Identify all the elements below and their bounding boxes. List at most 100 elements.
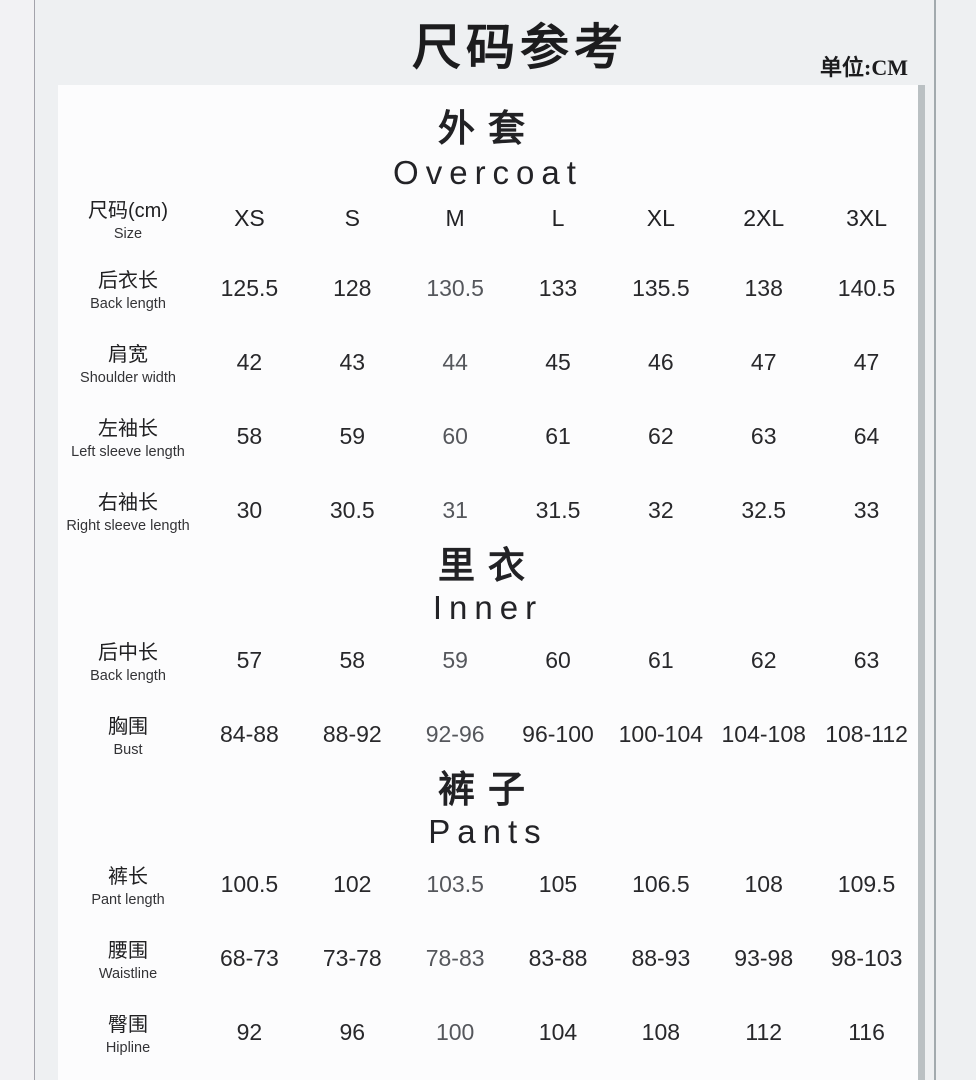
size-value: 59 <box>339 422 366 449</box>
size-value: 58 <box>339 646 366 673</box>
section-title-en: Inner <box>432 589 544 626</box>
size-value: 108-112 <box>825 720 908 747</box>
row-label: 臀围 Hipline <box>58 1008 198 1056</box>
size-value: 93-98 <box>734 944 794 971</box>
size-value: 103.5 <box>426 870 484 897</box>
table-row-pant-length: 裤长 Pant length 100.5 102 103.5 105 106.5… <box>58 847 918 921</box>
size-value: 128 <box>333 274 372 301</box>
size-column-header: S <box>344 204 360 231</box>
size-value: 43 <box>339 348 366 375</box>
size-column-header: M <box>445 204 465 231</box>
size-value: 57 <box>236 646 263 673</box>
row-label-zh: 后衣长 <box>98 270 158 292</box>
size-value: 58 <box>236 422 263 449</box>
section-title-en: Pants <box>428 813 548 850</box>
size-value: 116 <box>848 1018 885 1045</box>
size-value: 63 <box>853 646 880 673</box>
size-value: 88-93 <box>631 944 691 971</box>
size-value: 60 <box>545 646 571 673</box>
size-column-header: 3XL <box>846 204 888 231</box>
size-value: 84-88 <box>220 720 279 747</box>
row-label: 右袖长 Right sleeve length <box>58 486 198 534</box>
size-value: 88-92 <box>322 720 382 747</box>
size-value: 130.5 <box>426 274 484 301</box>
size-value: 96-100 <box>522 720 594 747</box>
row-label: 后中长 Back length <box>58 636 198 684</box>
row-label-zh: 臀围 <box>108 1014 148 1036</box>
size-value: 32.5 <box>741 496 787 523</box>
table-row-right-sleeve: 右袖长 Right sleeve length 30 30.5 31 31.5 … <box>58 473 918 547</box>
right-page-divider <box>934 0 936 1080</box>
row-label-zh: 腰围 <box>108 940 148 962</box>
size-value: 125.5 <box>220 274 279 301</box>
row-label-en: Back length <box>90 668 166 684</box>
size-column-header: L <box>551 204 565 231</box>
size-value: 104-108 <box>721 720 806 747</box>
row-label-zh: 肩宽 <box>108 344 148 366</box>
row-label-zh: 裤长 <box>108 866 148 888</box>
size-header-label-en: Size <box>113 226 143 242</box>
row-label-zh: 后中长 <box>98 642 158 664</box>
size-value: 133 <box>538 274 578 301</box>
size-value: 109.5 <box>837 870 896 897</box>
row-label: 腰围 Waistline <box>58 934 198 982</box>
size-value: 32 <box>648 496 674 523</box>
size-value: 60 <box>442 422 468 449</box>
size-value: 30.5 <box>329 496 375 523</box>
row-label-en: Hipline <box>105 1040 151 1056</box>
left-page-divider <box>34 0 35 1080</box>
size-value: 47 <box>853 348 880 375</box>
row-label-zh: 右袖长 <box>98 492 158 514</box>
row-label-zh: 左袖长 <box>98 418 158 440</box>
size-value: 47 <box>750 348 777 375</box>
row-label-en: Pant length <box>91 892 165 908</box>
row-label-en: Right sleeve length <box>66 518 190 534</box>
row-label: 后衣长 Back length <box>58 264 198 312</box>
size-value: 44 <box>442 348 468 375</box>
size-value: 100.5 <box>220 870 279 897</box>
row-label-zh: 胸围 <box>108 716 148 738</box>
row-label: 胸围 Bust <box>58 710 198 758</box>
table-row-shoulder-width: 肩宽 Shoulder width 42 43 44 45 46 47 47 <box>58 325 918 399</box>
size-column-header: XL <box>646 204 675 231</box>
size-value: 73-78 <box>322 944 382 971</box>
size-value: 61 <box>545 422 571 449</box>
size-value: 106.5 <box>632 870 690 897</box>
row-label-en: Bust <box>113 742 143 758</box>
size-value: 45 <box>545 348 571 375</box>
size-value: 100 <box>435 1018 475 1045</box>
size-value: 31.5 <box>535 496 581 523</box>
size-column-header: 2XL <box>743 204 785 231</box>
section-header-overcoat: 外套 Overcoat <box>58 85 918 191</box>
table-row-left-sleeve: 左袖长 Left sleeve length 58 59 60 61 62 63… <box>58 399 918 473</box>
size-value: 96 <box>339 1018 366 1045</box>
size-value: 31 <box>442 496 468 523</box>
row-label: 肩宽 Shoulder width <box>58 338 198 386</box>
size-value: 108 <box>744 870 783 897</box>
unit-label: 单位:CM <box>820 55 908 80</box>
table-row-back-length: 后衣长 Back length 125.5 128 130.5 133 135.… <box>58 251 918 325</box>
table-row-hipline: 臀围 Hipline 92 96 100 104 108 112 116 <box>58 995 918 1069</box>
row-label: 左袖长 Left sleeve length <box>58 412 198 460</box>
size-value: 68-73 <box>220 944 279 971</box>
table-row-back-center-length: 后中长 Back length 57 58 59 60 61 62 63 <box>58 623 918 697</box>
size-chart-card: 外套 Overcoat 尺码(cm) Size XS S M L XL 2XL … <box>58 85 925 1080</box>
section-title-zh: 裤子 <box>438 770 538 811</box>
size-column-header: XS <box>234 204 265 231</box>
size-value: 105 <box>538 870 578 897</box>
size-value: 46 <box>648 348 674 375</box>
row-label-en: Back length <box>90 296 166 312</box>
size-value: 92 <box>236 1018 263 1045</box>
size-header-row: 尺码(cm) Size XS S M L XL 2XL 3XL <box>58 185 918 251</box>
page-margin-strip <box>0 0 34 1080</box>
size-value: 140.5 <box>837 274 896 301</box>
row-label-en: Shoulder width <box>80 370 176 386</box>
row-label: 裤长 Pant length <box>58 860 198 908</box>
size-value: 83-88 <box>528 944 588 971</box>
size-header-label: 尺码(cm) Size <box>58 194 198 242</box>
size-value: 61 <box>648 646 674 673</box>
section-header-pants: 裤子 Pants <box>58 770 918 851</box>
size-value: 102 <box>333 870 372 897</box>
size-value: 98-103 <box>830 944 903 971</box>
size-value: 62 <box>750 646 777 673</box>
